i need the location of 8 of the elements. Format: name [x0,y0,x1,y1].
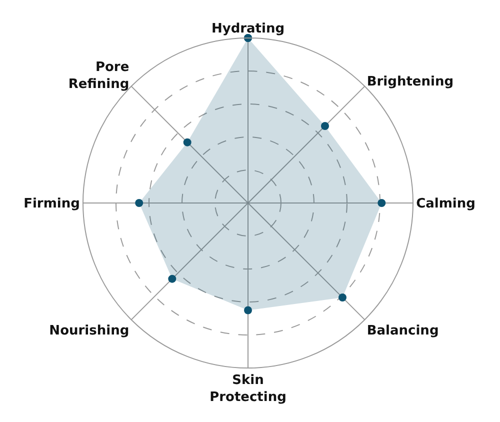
spoke-label: Brightening [366,74,454,90]
spoke-label: Balancing [366,323,439,338]
spoke-label: Pore Refining [68,60,130,92]
spoke-label: Calming [416,196,476,212]
spoke-label: Hydrating [211,21,285,36]
spoke-label: Skin Protecting [210,373,286,405]
spoke-label: Firming [24,196,80,212]
spoke-label: Nourishing [49,323,130,338]
